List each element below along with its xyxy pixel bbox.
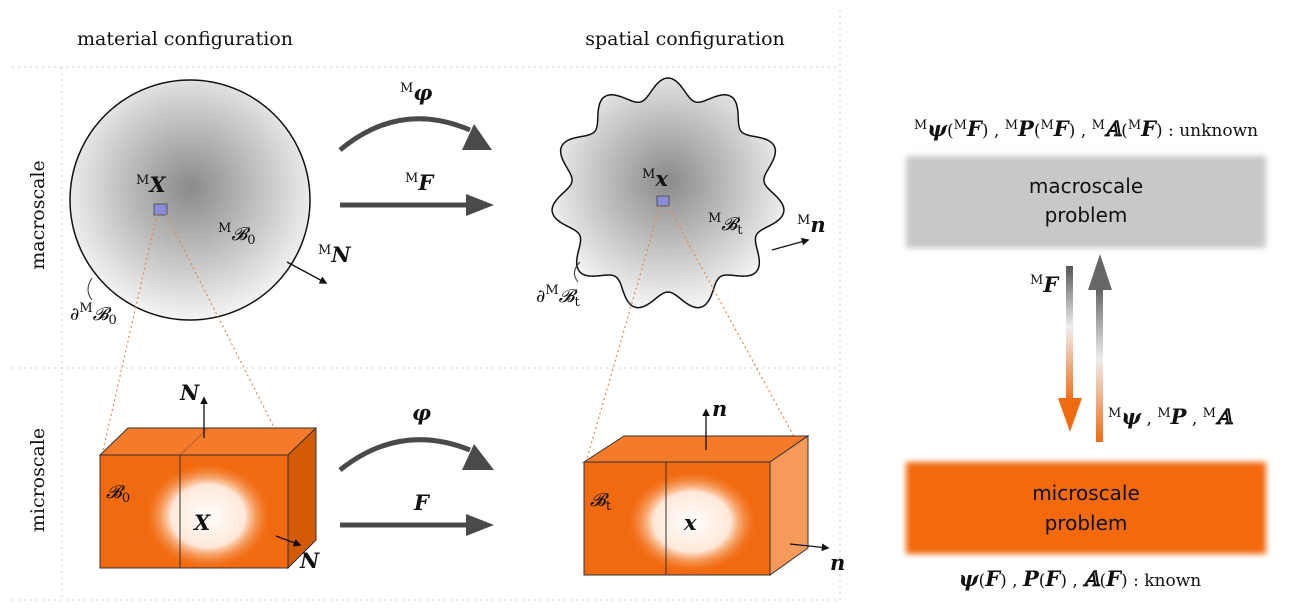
unknown-arg: F — [1140, 116, 1158, 141]
macro-normal-n-arrow — [771, 237, 810, 251]
zoom-lines — [101, 205, 809, 463]
unknown-sup: M — [1005, 118, 1018, 133]
micro-F-arrowhead — [466, 514, 494, 536]
known-status: : known — [1128, 571, 1202, 591]
unknown-status: : unknown — [1163, 121, 1258, 141]
up-label-sup: M — [1108, 406, 1121, 421]
unknown-arg: F — [966, 116, 984, 141]
micro-phi-arrowhead — [462, 444, 494, 470]
unknown-symbol: P — [1017, 116, 1035, 141]
up-arrow-shaft — [1096, 290, 1103, 442]
label-micro-Bt: 𝓑t — [590, 490, 612, 514]
unknown-sup: M — [914, 118, 927, 133]
label-macro-F: MF — [405, 170, 435, 195]
label-micro-F: F — [413, 490, 431, 515]
label-macro-Bt: M𝓑t — [708, 211, 743, 238]
unknown-arg-sup: M — [1128, 118, 1141, 133]
label-micro-phi: φ — [412, 400, 431, 425]
label-macro-n: Mn — [797, 212, 826, 237]
micro-normal-N-side-arrow — [275, 535, 302, 547]
known-arg: F — [1044, 566, 1062, 591]
header-material: material configuration — [77, 28, 293, 50]
label-micro-B0: 𝓑0 — [106, 482, 130, 506]
known-arg: F — [984, 566, 1002, 591]
known-symbol: ψ — [959, 566, 980, 591]
down-arrowhead — [1058, 398, 1082, 432]
row-label-micro: microscale — [27, 428, 49, 532]
up-label-symbol: 𝔸 — [1215, 404, 1234, 429]
macro-rve-point-spatial — [656, 195, 670, 207]
unknown-symbol: ψ — [927, 116, 948, 141]
label-macro-X: MX — [136, 172, 166, 197]
label-micro-n-top: n — [712, 396, 727, 421]
label-macro-dB0: ∂M𝓑0 — [70, 301, 117, 328]
known-arg: F — [1105, 566, 1123, 591]
micro-normal-n-side-arrow — [789, 543, 830, 552]
macro-current-body — [551, 77, 785, 309]
up-label-symbol: P — [1170, 404, 1188, 429]
header-spatial: spatial configuration — [585, 28, 785, 50]
label-micro-x: x — [683, 510, 697, 535]
down-arrow-shaft — [1066, 266, 1073, 402]
label-micro-X: X — [192, 510, 211, 535]
unknown-symbol: 𝔸 — [1104, 116, 1123, 141]
label-micro-N-side: N — [299, 548, 320, 573]
up-arrow-quantities: Mψ , MP , M𝔸 — [1108, 404, 1234, 429]
up-label-symbol: ψ — [1121, 404, 1142, 429]
micro-box-line1: microscale — [1032, 481, 1140, 505]
label-macro-x: Mx — [642, 166, 668, 191]
leader-macro-dBt — [574, 261, 581, 283]
unknown-arg: F — [1053, 116, 1071, 141]
label-macro-B0: M𝓑0 — [218, 221, 255, 248]
micro-rve-spatial — [582, 435, 810, 576]
up-label-sup: M — [1157, 406, 1170, 421]
label-macro-N: MN — [318, 242, 351, 267]
macro-box-line1: macroscale — [1029, 174, 1143, 198]
macro-F-arrowhead — [466, 194, 494, 216]
known-symbol: P — [1022, 566, 1040, 591]
macro-rve-point-material — [153, 203, 168, 216]
label-macro-phi: Mφ — [400, 80, 432, 105]
macro-normal-N-arrow — [286, 261, 328, 284]
label-down-MF: MF — [1030, 272, 1060, 297]
row-label-macro: macroscale — [27, 160, 49, 270]
up-arrowhead — [1088, 254, 1112, 290]
up-label-sup: M — [1203, 406, 1216, 421]
macro-reference-body — [69, 79, 311, 321]
micro-phi-arrow — [338, 437, 471, 472]
known-quantities: ψ(F) , P(F) , 𝔸(F) : known — [959, 566, 1201, 591]
macro-phi-arrowhead — [462, 124, 492, 150]
label-macro-dBt: ∂M𝓑t — [536, 283, 581, 310]
macro-phi-arrow — [338, 116, 471, 152]
macro-box-line2: problem — [1045, 203, 1128, 227]
unknown-arg-sup: M — [954, 118, 967, 133]
leader-macro-dB0 — [87, 277, 93, 301]
known-symbol: 𝔸 — [1082, 566, 1101, 591]
unknown-arg-sup: M — [1040, 118, 1053, 133]
label-micro-n-side: n — [830, 550, 845, 575]
micro-box-line2: problem — [1045, 511, 1128, 535]
grid-lines — [12, 10, 841, 601]
unknown-quantities: Mψ(MF) , MP(MF) , M𝔸(MF) : unknown — [914, 116, 1258, 141]
label-micro-N-top: N — [179, 380, 200, 405]
micro-rve-material — [98, 426, 318, 570]
microscale-problem-box — [906, 462, 1266, 554]
macroscale-problem-box — [906, 156, 1266, 248]
unknown-sup: M — [1092, 118, 1105, 133]
